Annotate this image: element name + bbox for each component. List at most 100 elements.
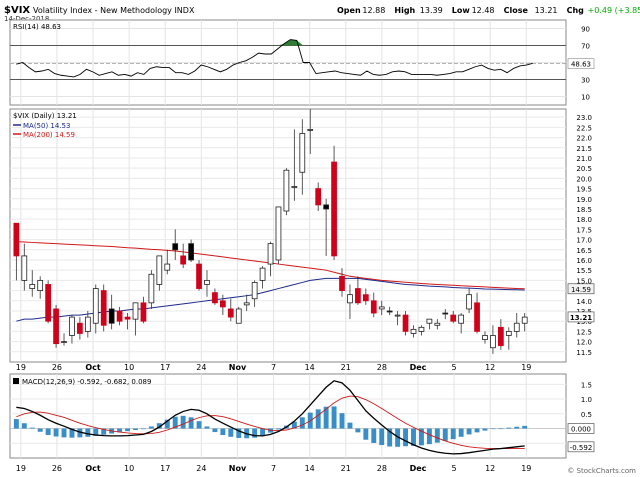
quote-chg-label: Chg <box>567 6 585 15</box>
candle <box>164 249 171 275</box>
candle <box>243 294 250 311</box>
price-x-tick-label: Oct <box>85 363 101 372</box>
macd-histogram-bar <box>85 428 91 437</box>
macd-y-tick-label: 0.5 <box>581 411 592 419</box>
price-x-tick-label: Dec <box>410 363 427 372</box>
price-y-tick-label: 17.5 <box>576 226 592 234</box>
macd-y-tick-label: 1.0 <box>581 396 592 404</box>
candle <box>251 280 258 307</box>
price-x-tick-label: 12 <box>485 363 495 372</box>
macd-histogram-bar <box>395 428 401 447</box>
candle <box>283 168 290 216</box>
candle <box>418 325 425 336</box>
macd-histogram-bar <box>77 428 83 438</box>
candle-body <box>474 302 480 332</box>
candle <box>378 300 385 316</box>
price-badge-label: 13.21 <box>570 314 592 322</box>
candle-body <box>450 314 457 322</box>
candle <box>61 333 67 346</box>
macd-histogram-bar <box>117 428 123 433</box>
macd-histogram-bar <box>514 426 520 429</box>
candle-body <box>466 294 472 310</box>
macd-low-badge-label: -0.592 <box>570 444 593 452</box>
candle <box>220 294 226 316</box>
macd-histogram-bar <box>403 428 409 447</box>
header-name: Volatility Index - New Methodology INDX <box>33 6 195 15</box>
price-y-tick-label: 12.5 <box>576 328 592 336</box>
candle <box>362 288 369 305</box>
candle <box>513 313 520 338</box>
candle <box>434 319 441 330</box>
candle-body <box>498 326 504 347</box>
macd-histogram-bar <box>387 428 393 447</box>
price-x-tick-label: 28 <box>377 363 387 372</box>
candle <box>132 302 139 336</box>
candle-body <box>259 267 266 281</box>
candle-body <box>251 282 258 300</box>
candle <box>386 306 393 316</box>
macd-x-tick-label: 24 <box>196 464 206 473</box>
candle <box>29 270 36 297</box>
candle-body <box>100 290 107 326</box>
macd-histogram-bar <box>196 421 202 429</box>
candle <box>315 182 322 212</box>
macd-histogram-bar <box>220 428 226 436</box>
candle <box>53 304 59 348</box>
candle <box>498 319 504 350</box>
macd-histogram-bar <box>156 423 162 429</box>
macd-x-tick-label: 7 <box>271 464 276 473</box>
candle-body <box>220 300 226 308</box>
price-x-tick-label: 21 <box>341 363 351 372</box>
candle <box>307 109 314 154</box>
macd-histogram-bar <box>299 417 305 429</box>
candle-body <box>188 243 194 261</box>
price-y-tick-label: 15.5 <box>576 267 592 275</box>
candle <box>323 198 329 256</box>
candle <box>148 270 155 309</box>
candle <box>482 331 488 344</box>
candle <box>69 315 75 344</box>
candle <box>521 313 528 332</box>
candle-body <box>307 129 314 131</box>
candle-body <box>235 308 242 324</box>
macd-histogram-bar <box>458 428 464 437</box>
price-y-tick-label: 20.5 <box>576 165 592 173</box>
price-y-tick-label: 22.5 <box>576 124 592 132</box>
macd-histogram-bar <box>93 428 99 436</box>
candle-body <box>243 302 250 306</box>
candle <box>299 119 306 195</box>
macd-histogram-bar <box>355 428 361 433</box>
price-x-tick-label: 5 <box>452 363 457 372</box>
candle-body <box>315 188 322 206</box>
macd-histogram-bar <box>482 428 488 431</box>
candle-body <box>108 308 115 324</box>
candle-body <box>275 206 282 261</box>
quote-open-label: Open <box>337 6 361 15</box>
candle-body <box>132 302 139 320</box>
candle-body <box>482 335 488 340</box>
macd-histogram-bar <box>125 428 131 432</box>
candle <box>188 239 194 263</box>
candle-body <box>513 322 520 332</box>
candle-body <box>386 310 393 313</box>
candle <box>490 325 496 354</box>
rsi-y-tick-label: 10 <box>581 94 590 102</box>
candle <box>331 145 337 260</box>
macd-x-tick-label: 19 <box>16 464 26 473</box>
price-badge <box>567 283 595 295</box>
macd-x-tick-label: Dec <box>410 464 427 473</box>
candle-body <box>362 294 369 302</box>
candle-body <box>291 186 298 188</box>
candle-body <box>402 314 409 332</box>
macd-histogram-bar <box>490 428 496 430</box>
price-y-tick-label: 21.5 <box>576 145 592 153</box>
price-y-tick-label: 14.0 <box>576 298 592 306</box>
candle-body <box>53 308 59 345</box>
quote-close-label: Close <box>504 6 529 15</box>
candle <box>267 241 274 277</box>
candle <box>426 318 433 330</box>
candle <box>355 276 361 305</box>
price-y-tick-label: 20.0 <box>576 175 592 183</box>
price-y-tick-label: 15.0 <box>576 277 592 285</box>
